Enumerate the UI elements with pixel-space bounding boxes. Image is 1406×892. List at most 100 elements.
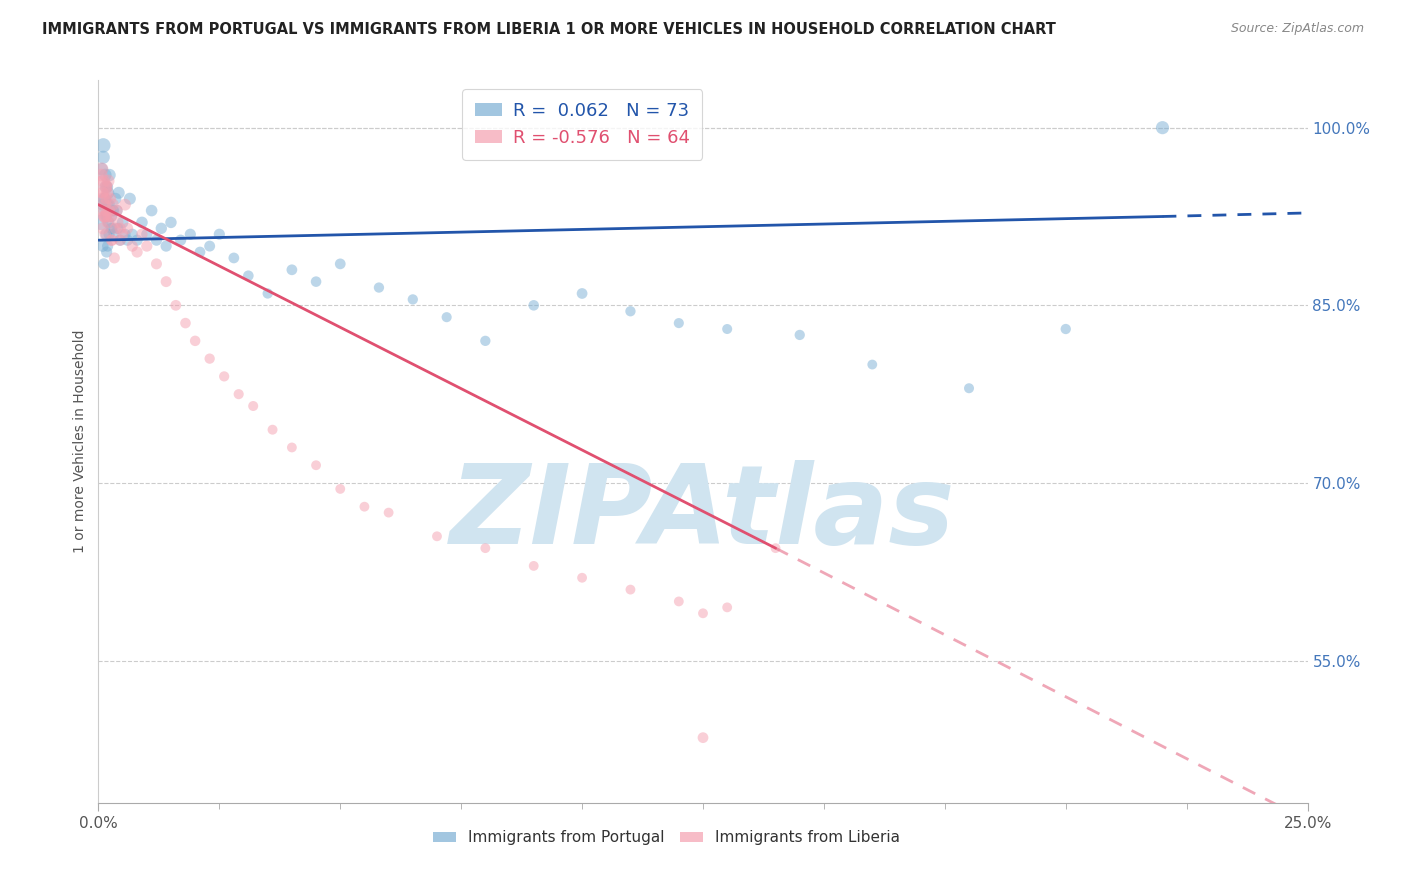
Point xyxy=(329,257,352,271)
Point xyxy=(141,203,163,218)
Point xyxy=(228,387,250,401)
Point xyxy=(96,203,118,218)
Point xyxy=(98,192,121,206)
Point xyxy=(121,227,143,242)
Point xyxy=(107,215,129,229)
Point xyxy=(1152,120,1174,135)
Point xyxy=(105,203,128,218)
Point xyxy=(145,233,167,247)
Point xyxy=(716,600,738,615)
Point xyxy=(368,280,391,294)
Point xyxy=(668,594,690,608)
Point xyxy=(90,180,112,194)
Point xyxy=(96,180,118,194)
Point xyxy=(103,251,125,265)
Point xyxy=(523,558,546,573)
Point xyxy=(184,334,207,348)
Point xyxy=(90,162,112,177)
Point xyxy=(198,239,221,253)
Point xyxy=(91,138,114,153)
Point xyxy=(91,203,114,218)
Point xyxy=(165,298,187,312)
Point xyxy=(619,304,641,318)
Point xyxy=(91,239,114,253)
Point xyxy=(329,482,352,496)
Point xyxy=(238,268,260,283)
Point xyxy=(256,286,278,301)
Point xyxy=(90,215,112,229)
Point xyxy=(117,221,139,235)
Point xyxy=(91,192,114,206)
Point xyxy=(94,168,117,182)
Point xyxy=(474,334,496,348)
Point xyxy=(619,582,641,597)
Point xyxy=(94,210,117,224)
Point xyxy=(155,239,177,253)
Point xyxy=(107,186,129,200)
Point xyxy=(97,210,120,224)
Point xyxy=(198,351,221,366)
Point xyxy=(377,506,399,520)
Point xyxy=(91,197,114,211)
Point xyxy=(97,197,120,211)
Point xyxy=(305,275,328,289)
Point xyxy=(93,210,115,224)
Point xyxy=(135,227,157,242)
Legend: Immigrants from Portugal, Immigrants from Liberia: Immigrants from Portugal, Immigrants fro… xyxy=(426,822,908,853)
Y-axis label: 1 or more Vehicles in Household: 1 or more Vehicles in Household xyxy=(73,330,87,553)
Point xyxy=(103,203,125,218)
Point xyxy=(118,192,141,206)
Point xyxy=(436,310,458,325)
Point xyxy=(100,210,122,224)
Point xyxy=(100,210,122,224)
Point xyxy=(1054,322,1077,336)
Point xyxy=(90,168,112,182)
Point xyxy=(96,180,118,194)
Point xyxy=(98,197,121,211)
Point xyxy=(97,215,120,229)
Point xyxy=(145,257,167,271)
Point xyxy=(101,203,124,218)
Point xyxy=(93,192,115,206)
Point xyxy=(523,298,546,312)
Point xyxy=(107,221,129,235)
Point xyxy=(103,227,125,242)
Point xyxy=(474,541,496,556)
Point xyxy=(222,251,245,265)
Point xyxy=(100,203,122,218)
Point xyxy=(789,327,811,342)
Point xyxy=(127,245,149,260)
Point xyxy=(108,221,131,235)
Point xyxy=(127,233,149,247)
Point xyxy=(100,233,122,247)
Point xyxy=(104,221,127,235)
Point xyxy=(108,233,131,247)
Point xyxy=(208,227,231,242)
Point xyxy=(174,316,197,330)
Point xyxy=(212,369,235,384)
Point xyxy=(94,180,117,194)
Point xyxy=(716,322,738,336)
Point xyxy=(426,529,449,543)
Point xyxy=(281,441,304,455)
Point xyxy=(93,197,115,211)
Point xyxy=(97,239,120,253)
Point xyxy=(96,245,118,260)
Point xyxy=(98,227,121,242)
Text: Source: ZipAtlas.com: Source: ZipAtlas.com xyxy=(1230,22,1364,36)
Point xyxy=(94,227,117,242)
Point xyxy=(262,423,284,437)
Point xyxy=(121,239,143,253)
Point xyxy=(93,210,115,224)
Point xyxy=(96,192,118,206)
Point xyxy=(692,607,714,621)
Point xyxy=(160,215,183,229)
Point xyxy=(114,227,136,242)
Point xyxy=(305,458,328,473)
Point xyxy=(117,233,139,247)
Point xyxy=(98,203,121,218)
Point xyxy=(93,257,115,271)
Point xyxy=(111,227,134,242)
Point xyxy=(108,233,131,247)
Point xyxy=(188,245,211,260)
